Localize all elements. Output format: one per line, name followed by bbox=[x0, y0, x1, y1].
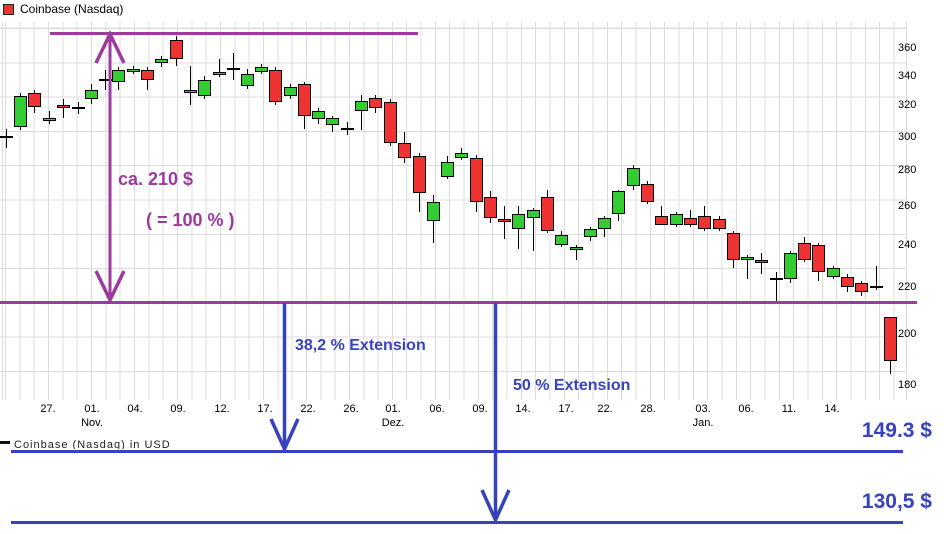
chart-title: Coinbase (Nasdaq) bbox=[20, 2, 124, 16]
y-axis-tick-label: 180 bbox=[898, 379, 917, 391]
measure-percent-label: ( = 100 % ) bbox=[146, 210, 235, 230]
y-axis-tick-label: 360 bbox=[898, 42, 917, 54]
ext-382-price-label: 149.3 $ bbox=[861, 419, 932, 442]
ext-382-arrowhead-icon bbox=[269, 418, 300, 454]
x-axis-tick-label: 06. bbox=[429, 403, 445, 415]
y-axis-tick-label: 280 bbox=[898, 164, 917, 177]
x-axis-tick-label: 03. bbox=[695, 403, 711, 415]
x-axis-tick-label: 09. bbox=[472, 403, 488, 415]
x-axis-tick-label: 28. bbox=[640, 403, 656, 415]
y-axis-tick-label: 260 bbox=[898, 200, 917, 213]
x-axis-month-label: Dez. bbox=[381, 417, 405, 429]
y-axis-tick-label: 220 bbox=[898, 281, 917, 294]
measure-label: ca. 210 $ bbox=[118, 169, 194, 189]
x-axis-tick-label: 06. bbox=[738, 403, 754, 415]
x-axis-tick-label: 26. bbox=[343, 403, 359, 415]
x-axis-tick-label: 17. bbox=[558, 403, 574, 415]
x-axis-tick-label: 01. bbox=[385, 403, 401, 415]
x-axis-tick-label: 11. bbox=[781, 403, 797, 415]
watermark-line-icon bbox=[0, 441, 10, 444]
y-axis-tick-label: 200 bbox=[898, 327, 917, 340]
y-axis-tick-label: 320 bbox=[898, 99, 917, 112]
x-axis-tick-label: 04. bbox=[127, 403, 143, 415]
x-axis-tick-label: 01. bbox=[84, 403, 100, 415]
series-color-swatch-icon bbox=[3, 3, 14, 15]
chart-grid bbox=[0, 22, 907, 400]
x-axis-tick-label: 14. bbox=[515, 403, 531, 415]
x-axis-month-label: Nov. bbox=[81, 417, 103, 429]
x-axis-tick-label: 09. bbox=[170, 403, 186, 415]
ext-382-label: 38,2 % Extension bbox=[295, 337, 426, 354]
x-axis-tick-label: 14. bbox=[824, 403, 840, 415]
watermark-clipped: Coinbase (Nasdaq) in USD bbox=[0, 438, 230, 449]
x-axis-tick-label: 12. bbox=[214, 403, 230, 415]
x-axis-tick-label: 22. bbox=[300, 403, 316, 415]
x-axis-tick-label: 22. bbox=[597, 403, 613, 415]
y-axis-tick-label: 240 bbox=[898, 239, 917, 252]
y-axis-tick-label: 300 bbox=[898, 130, 917, 143]
x-axis-month-label: Jan. bbox=[692, 417, 714, 429]
y-axis-tick-label: 340 bbox=[898, 69, 917, 82]
x-axis-tick-label: 27. bbox=[40, 403, 56, 415]
ext-50-price-label: 130,5 $ bbox=[861, 490, 932, 513]
ext-50-label: 50 % Extension bbox=[513, 377, 631, 394]
chart-legend: Coinbase (Nasdaq) bbox=[3, 2, 123, 16]
ext-50-arrowhead-icon bbox=[480, 489, 511, 525]
x-axis-tick-label: 17. bbox=[257, 403, 273, 415]
